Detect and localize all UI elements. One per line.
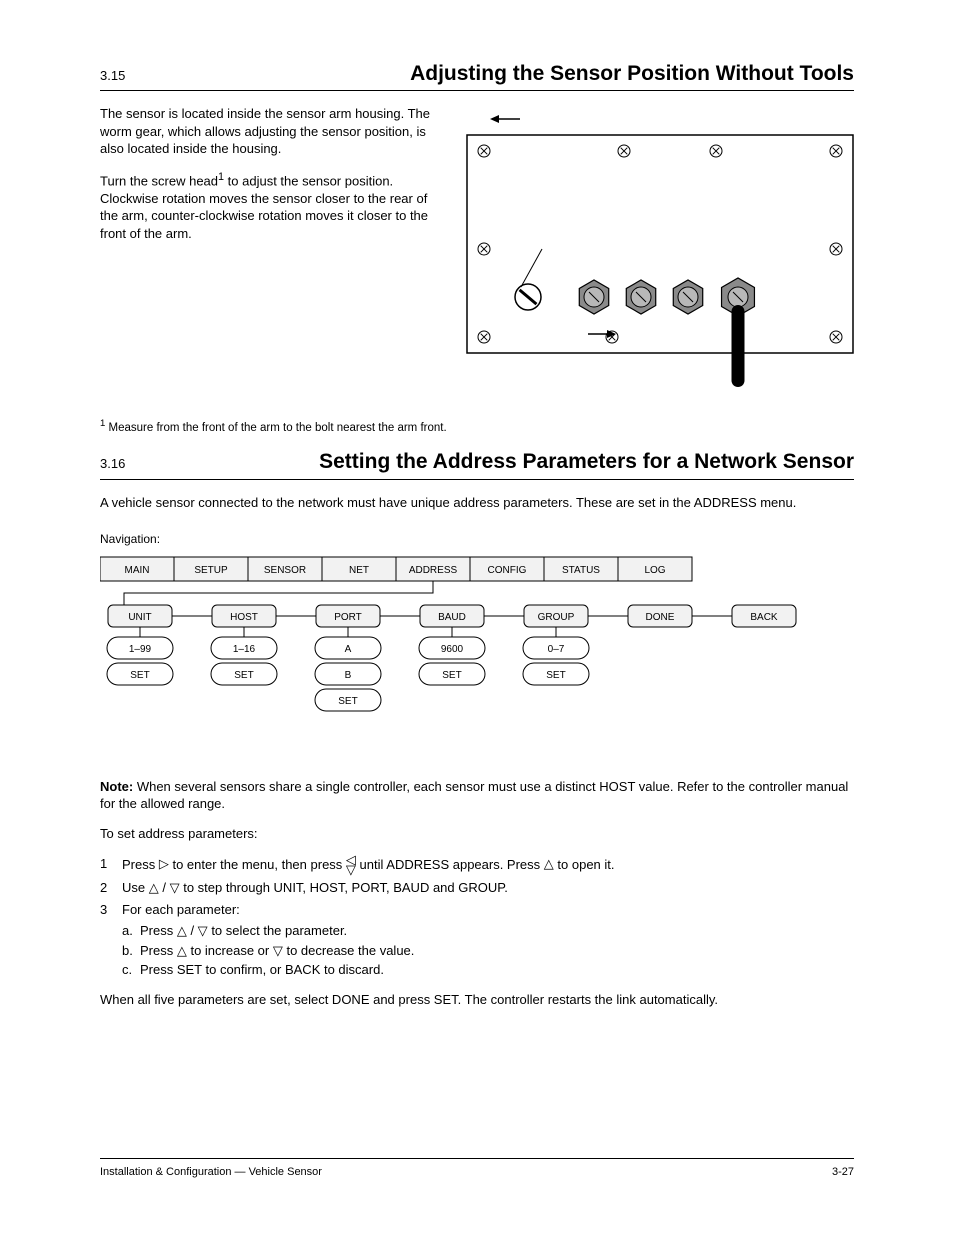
down-triangle-icon: ▽ bbox=[346, 865, 356, 875]
svg-text:STATUS: STATUS bbox=[562, 565, 600, 576]
right-triangle-icon: ▷ bbox=[159, 855, 169, 873]
sec1-p1: The sensor is located inside the sensor … bbox=[100, 105, 446, 158]
svg-text:SET: SET bbox=[338, 696, 357, 707]
svg-text:A: A bbox=[345, 644, 352, 655]
up-down-triangle-icons: △ / ▽ bbox=[149, 879, 180, 897]
svg-text:NET: NET bbox=[349, 565, 369, 576]
up-triangle-icon: △ bbox=[177, 942, 187, 960]
page-footer: Installation & Configuration — Vehicle S… bbox=[100, 1158, 854, 1180]
step-3: 3 For each parameter: bbox=[100, 901, 854, 919]
svg-text:SET: SET bbox=[130, 670, 149, 681]
svg-text:1–99: 1–99 bbox=[129, 644, 152, 655]
svg-text:BAUD: BAUD bbox=[438, 612, 466, 623]
substep-a: a. Press △ / ▽ to select the parameter. bbox=[122, 922, 854, 940]
svg-text:1–16: 1–16 bbox=[233, 644, 256, 655]
sec2-closing: When all five parameters are set, select… bbox=[100, 991, 854, 1009]
svg-text:GROUP: GROUP bbox=[538, 612, 575, 623]
section-title-1: Adjusting the Sensor Position Without To… bbox=[410, 60, 854, 88]
substep-c: c. Press SET to confirm, or BACK to disc… bbox=[122, 961, 854, 979]
svg-text:0–7: 0–7 bbox=[548, 644, 565, 655]
svg-text:SENSOR: SENSOR bbox=[264, 565, 306, 576]
sec2-steps-intro: To set address parameters: bbox=[100, 825, 854, 843]
svg-text:LOG: LOG bbox=[644, 565, 665, 576]
svg-text:SETUP: SETUP bbox=[194, 565, 228, 576]
step-2: 2 Use △ / ▽ to step through UNIT, HOST, … bbox=[100, 879, 854, 897]
footer-right: 3-27 bbox=[832, 1165, 854, 1180]
svg-text:MAIN: MAIN bbox=[125, 565, 150, 576]
substep-b: b. Press △ to increase or ▽ to decrease … bbox=[122, 942, 854, 960]
sec2-intro: A vehicle sensor connected to the networ… bbox=[100, 494, 854, 512]
svg-text:B: B bbox=[345, 670, 352, 681]
svg-text:9600: 9600 bbox=[441, 644, 464, 655]
section-1-text: The sensor is located inside the sensor … bbox=[100, 105, 446, 400]
svg-text:HOST: HOST bbox=[230, 612, 258, 623]
svg-text:BACK: BACK bbox=[750, 612, 778, 623]
svg-text:SET: SET bbox=[546, 670, 565, 681]
up-triangle-icon: △ bbox=[544, 855, 554, 873]
step-1: 1 Press ▷ to enter the menu, then press … bbox=[100, 855, 854, 876]
footer-left: Installation & Configuration — Vehicle S… bbox=[100, 1165, 322, 1180]
svg-text:UNIT: UNIT bbox=[128, 612, 151, 623]
svg-text:CONFIG: CONFIG bbox=[488, 565, 527, 576]
sec2-note: Note: When several sensors share a singl… bbox=[100, 778, 854, 813]
section-title-2: Setting the Address Parameters for a Net… bbox=[319, 448, 854, 476]
section-header-1: 3.15 Adjusting the Sensor Position Witho… bbox=[100, 60, 854, 91]
svg-text:SET: SET bbox=[442, 670, 461, 681]
svg-text:ADDRESS: ADDRESS bbox=[409, 565, 458, 576]
up-down-triangle-icons: △ / ▽ bbox=[177, 922, 208, 940]
section-number-1: 3.15 bbox=[100, 67, 125, 85]
svg-text:SET: SET bbox=[234, 670, 253, 681]
section-number-2: 3.16 bbox=[100, 455, 125, 473]
sensor-diagram bbox=[466, 105, 854, 400]
sec1-p2: Turn the screw head1 to adjust the senso… bbox=[100, 170, 446, 243]
svg-text:PORT: PORT bbox=[334, 612, 362, 623]
section-header-2: 3.16 Setting the Address Parameters for … bbox=[100, 448, 854, 479]
tree-label: Navigation: bbox=[100, 531, 854, 547]
menu-tree: Navigation: MAIN SETUP SENSOR NET ADDRESS CON… bbox=[100, 531, 854, 778]
sec1-footnote: 1 Measure from the front of the arm to t… bbox=[100, 418, 854, 436]
svg-text:DONE: DONE bbox=[646, 612, 675, 623]
down-triangle-icon: ▽ bbox=[273, 942, 283, 960]
section-1-body: The sensor is located inside the sensor … bbox=[100, 105, 854, 400]
